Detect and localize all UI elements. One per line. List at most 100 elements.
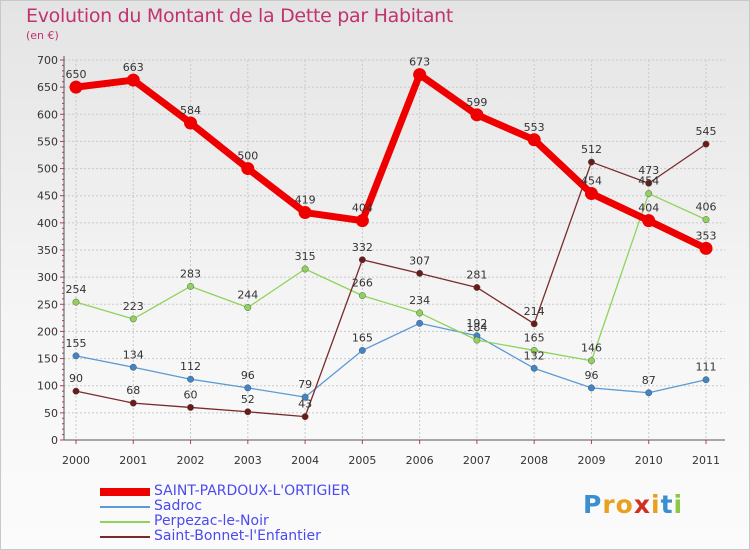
x-tick-label: 2000 [62,454,90,467]
legend-label: Sadroc [154,498,203,514]
x-tick-label: 2007 [463,454,491,467]
data-point [187,403,194,411]
data-point [530,364,538,372]
logo-letter: i [673,490,684,519]
data-point [527,133,541,147]
data-label: 132 [524,349,545,362]
y-tick-label: 0 [51,434,58,447]
x-tick-label: 2009 [577,454,605,467]
data-label: 165 [524,331,545,344]
data-label: 90 [69,372,83,385]
x-tick-label: 2004 [291,454,319,467]
logo-letter: i [651,490,661,519]
y-tick-label: 200 [37,325,58,338]
data-point [588,357,595,365]
data-point [645,190,653,197]
y-tick-label: 350 [37,244,58,257]
data-label: 599 [466,96,487,109]
series-line [75,322,707,398]
data-point [588,384,595,392]
data-label: 332 [352,241,373,254]
data-point [69,80,83,94]
logo-letter: t [660,490,674,519]
proxiti-logo: Proxiti [583,490,683,519]
legend-swatch [100,488,150,496]
data-point [129,315,137,323]
data-point [645,179,653,187]
data-label: 192 [466,317,487,330]
y-tick-label: 700 [37,54,58,67]
y-tick-label: 150 [37,353,58,366]
data-label: 96 [584,369,598,382]
data-label: 68 [126,384,140,397]
data-label: 307 [409,254,430,267]
data-label: 134 [123,348,144,361]
data-label: 112 [180,360,201,373]
legend-swatch [100,536,150,538]
data-label: 234 [409,294,430,307]
legend-label: SAINT-PARDOUX-L'ORTIGIER [154,483,351,499]
data-label: 673 [409,56,430,69]
series-line [75,143,707,418]
data-label: 419 [295,194,316,207]
data-label: 184 [466,321,487,334]
data-label: 404 [352,202,373,215]
data-label: 60 [184,388,198,401]
x-tick-label: 2006 [406,454,434,467]
data-label: 281 [466,268,487,281]
data-point [244,408,252,416]
data-point [473,336,481,344]
data-point [699,241,713,255]
x-tick-label: 2010 [635,454,663,467]
series-line [75,192,707,362]
x-tick-label: 2002 [177,454,205,467]
y-tick-label: 300 [37,271,58,284]
data-label: 87 [642,374,656,387]
x-tick-label: 2008 [520,454,548,467]
data-label: 79 [298,378,312,391]
data-label: 512 [581,143,602,156]
data-label: 223 [123,300,144,313]
y-tick-label: 50 [44,407,58,420]
data-label: 214 [524,305,545,318]
data-label: 454 [638,175,659,188]
chart-title: Evolution du Montant de la Dette par Hab… [26,5,454,27]
data-point [530,320,538,328]
chart-subtitle: (en €) [26,29,59,42]
data-point [72,387,80,395]
data-point [416,319,424,327]
data-point [244,304,252,311]
data-point [301,393,309,401]
y-tick-label: 600 [37,108,58,121]
y-tick-label: 500 [37,163,58,176]
data-point [358,292,366,300]
data-point [126,73,140,87]
data-point [702,216,710,224]
data-point [187,282,194,290]
y-tick-label: 450 [37,190,58,203]
y-tick-label: 550 [37,135,58,148]
data-label: 266 [352,277,373,290]
data-point [72,298,80,306]
data-point [301,265,309,273]
legend-swatch [100,521,150,523]
data-label: 454 [581,175,602,188]
data-point [129,399,137,407]
data-label: 244 [237,289,258,302]
data-label: 500 [237,150,258,163]
data-label: 254 [66,283,87,296]
data-label: 43 [298,398,312,411]
legend-label: Perpezac-le-Noir [154,513,269,529]
data-label: 404 [638,202,659,215]
data-label: 155 [66,337,87,350]
y-tick-label: 400 [37,217,58,230]
data-label: 650 [66,68,87,81]
data-point [642,214,656,228]
data-label: 663 [123,61,144,74]
data-point [416,269,424,277]
data-label: 146 [581,342,602,355]
data-label: 353 [696,229,717,242]
data-label: 473 [638,164,659,177]
data-point [588,158,595,166]
